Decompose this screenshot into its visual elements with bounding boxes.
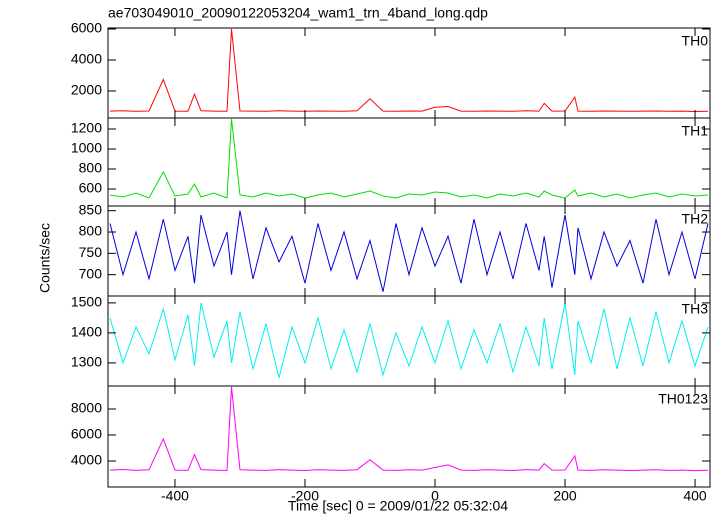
panel-frame	[107, 295, 711, 387]
panel-frame	[107, 385, 711, 488]
x-tick-label: -400	[161, 488, 189, 504]
data-line	[109, 210, 709, 292]
data-line	[109, 28, 709, 113]
x-tick-label: 400	[683, 488, 707, 504]
y-tick-label: 8000	[71, 400, 102, 416]
panel-frame	[107, 117, 711, 207]
data-line	[109, 118, 709, 199]
panel-label: TH0	[682, 33, 709, 49]
y-tick-label: 1500	[71, 294, 102, 310]
y-axis-label: Counts/sec	[37, 223, 53, 293]
y-tick-label: 750	[79, 244, 103, 260]
y-tick-label: 1400	[71, 324, 102, 340]
panel-label: TH2	[682, 211, 709, 227]
y-tick-label: 4000	[71, 452, 102, 468]
y-tick-label: 6000	[71, 20, 102, 36]
panel-label: TH3	[682, 301, 709, 317]
y-tick-label: 600	[79, 180, 103, 196]
x-axis-label: Time [sec] 0 = 2009/01/22 05:32:04	[288, 498, 508, 514]
y-tick-label: 800	[79, 223, 103, 239]
y-tick-label: 2000	[71, 82, 102, 98]
panel-label: TH0123	[658, 391, 708, 407]
y-tick-label: 1300	[71, 354, 102, 370]
y-tick-label: 1200	[71, 120, 102, 136]
x-tick-label: 200	[553, 488, 577, 504]
y-tick-label: 1000	[71, 140, 102, 156]
chart-title: ae703049010_20090122053204_wam1_trn_4ban…	[108, 5, 488, 21]
x-tick-label: 0	[431, 488, 439, 504]
y-tick-label: 800	[79, 160, 103, 176]
y-tick-label: 4000	[71, 51, 102, 67]
x-tick-label: -200	[291, 488, 319, 504]
y-tick-label: 850	[79, 201, 103, 217]
panel-frame	[107, 205, 711, 297]
panel-label: TH1	[682, 123, 709, 139]
y-tick-label: 700	[79, 265, 103, 281]
y-tick-label: 6000	[71, 426, 102, 442]
data-line	[109, 386, 709, 472]
data-line	[109, 302, 709, 379]
